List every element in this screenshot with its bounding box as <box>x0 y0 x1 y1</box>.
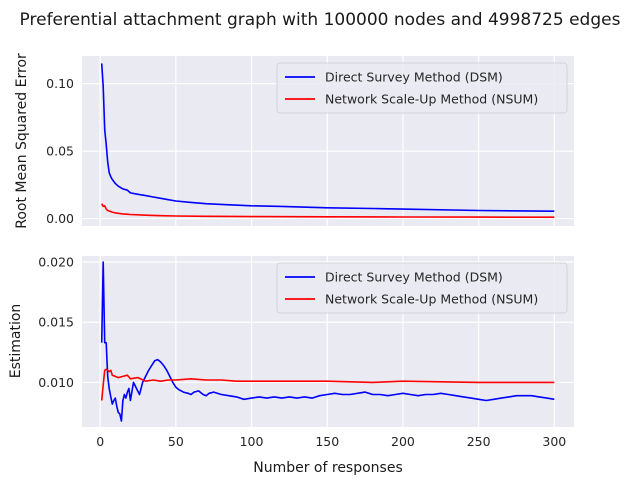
estimation-y-tick-label: 0.015 <box>38 315 74 330</box>
rmse-series <box>100 63 555 218</box>
estimation-x-tick-label: 100 <box>240 434 264 449</box>
estimation-y-tick-labels: 0.010 0.015 0.020 <box>38 255 74 390</box>
rmse-legend-box <box>276 62 568 114</box>
estimation-y-axis-label: Estimation <box>8 304 24 379</box>
estimation-x-tick-label: 0 <box>96 434 104 449</box>
rmse-legend: Direct Survey Method (DSM) Network Scale-… <box>276 62 568 114</box>
estimation-series <box>100 261 555 422</box>
rmse-y-axis-label: Root Mean Squared Error <box>14 53 30 229</box>
estimation-x-tick-label: 200 <box>391 434 415 449</box>
estimation-series-line-nsum <box>100 368 555 401</box>
rmse-series-line-nsum <box>101 203 555 218</box>
estimation-legend-box <box>276 262 568 314</box>
rmse-y-tick-labels: 0.00 0.05 0.10 <box>46 76 74 226</box>
estimation-x-tick-label: 250 <box>467 434 491 449</box>
estimation-panel: 0.010 0.015 0.020 0 50 100 150 200 250 300 Estim… <box>8 255 574 476</box>
x-axis-label: Number of responses <box>253 460 403 476</box>
rmse-legend-label-nsum: Network Scale-Up Method (NSUM) <box>325 92 538 107</box>
estimation-legend-label-dsm: Direct Survey Method (DSM) <box>325 270 503 285</box>
estimation-x-tick-label: 150 <box>315 434 339 449</box>
rmse-y-tick-label: 0.00 <box>46 211 74 226</box>
estimation-legend-label-nsum: Network Scale-Up Method (NSUM) <box>325 292 538 307</box>
estimation-x-tick-label: 300 <box>542 434 566 449</box>
rmse-panel: 0.00 0.05 0.10 Root Mean Squared Error Dir… <box>14 53 574 229</box>
rmse-legend-label-dsm: Direct Survey Method (DSM) <box>325 70 503 85</box>
rmse-series-line-dsm <box>100 63 555 212</box>
estimation-y-tick-label: 0.020 <box>38 255 74 270</box>
estimation-x-tick-labels: 0 50 100 150 200 250 300 <box>96 434 566 449</box>
rmse-y-tick-label: 0.05 <box>46 144 74 159</box>
estimation-y-tick-label: 0.010 <box>38 375 74 390</box>
estimation-legend: Direct Survey Method (DSM) Network Scale-… <box>276 262 568 314</box>
rmse-y-tick-label: 0.10 <box>46 76 74 91</box>
estimation-series-line-dsm <box>100 261 555 422</box>
estimation-x-tick-label: 50 <box>168 434 184 449</box>
figure-title: Preferential attachment graph with 10000… <box>20 10 621 30</box>
